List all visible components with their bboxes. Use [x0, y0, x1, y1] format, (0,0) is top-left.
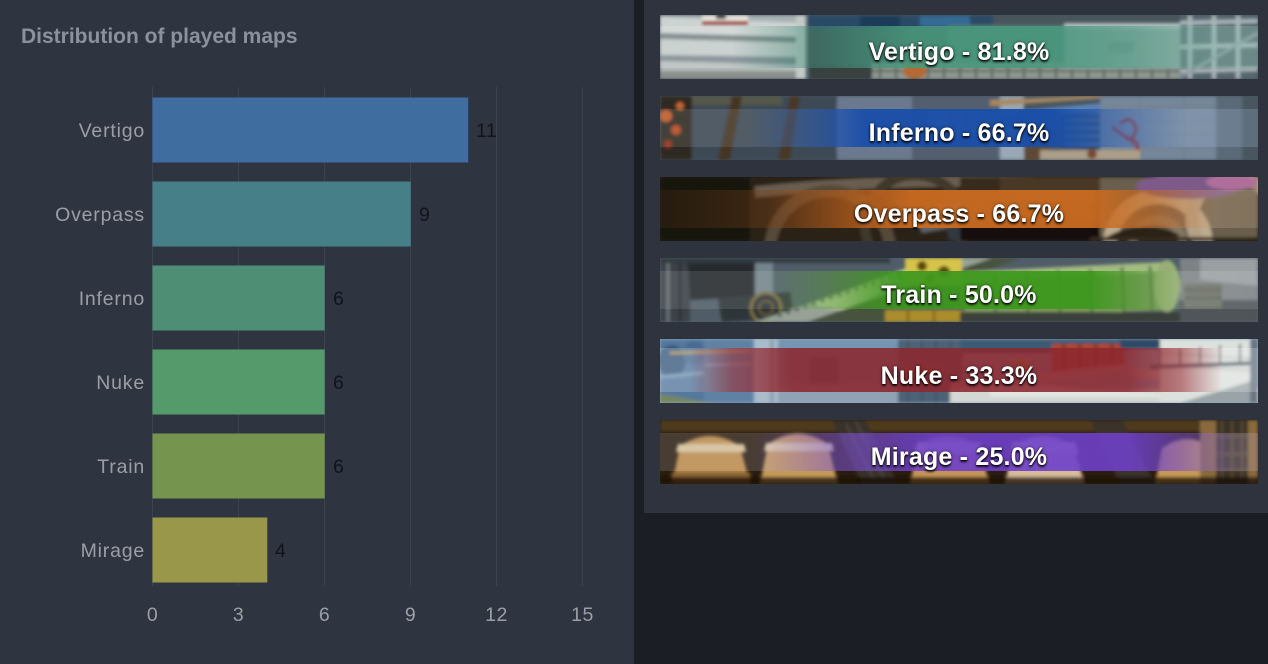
svg-text:Nuke: Nuke	[96, 372, 145, 394]
svg-text:6: 6	[333, 288, 344, 310]
svg-text:11: 11	[476, 120, 497, 142]
svg-text:6: 6	[333, 456, 344, 478]
svg-text:Inferno: Inferno	[79, 288, 145, 310]
svg-text:Overpass: Overpass	[55, 204, 145, 226]
svg-text:Mirage: Mirage	[81, 540, 145, 562]
svg-text:6: 6	[333, 372, 344, 394]
svg-text:Train: Train	[97, 456, 145, 478]
svg-text:4: 4	[275, 540, 286, 562]
svg-text:6: 6	[319, 604, 330, 626]
svg-text:9: 9	[419, 204, 430, 226]
svg-text:9: 9	[405, 604, 416, 626]
svg-text:15: 15	[571, 604, 594, 626]
svg-text:12: 12	[485, 604, 508, 626]
svg-text:3: 3	[233, 604, 244, 626]
svg-text:0: 0	[147, 604, 158, 626]
svg-text:Vertigo: Vertigo	[79, 120, 145, 142]
